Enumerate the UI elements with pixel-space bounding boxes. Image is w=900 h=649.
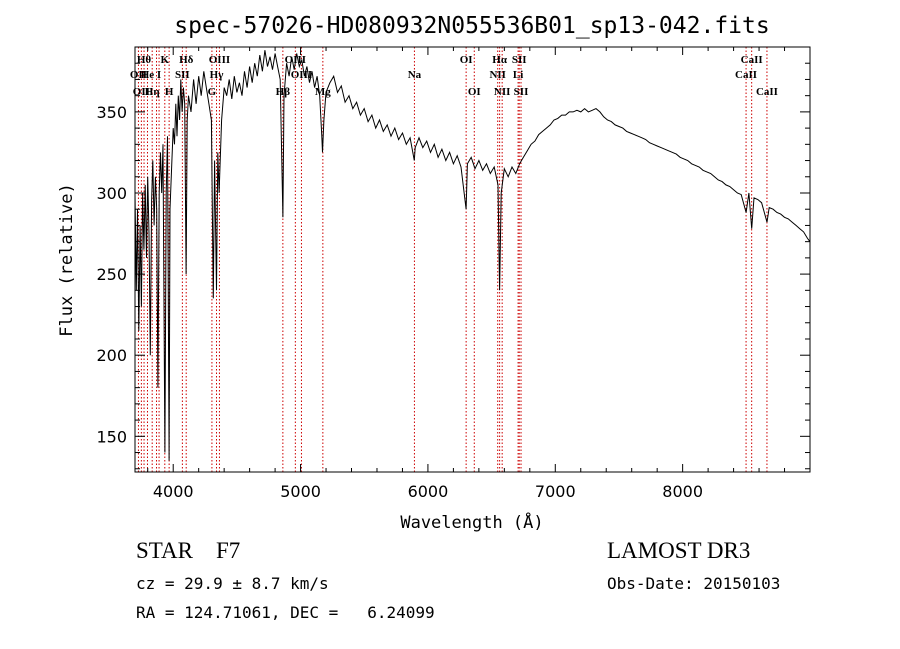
x-tick-label: 6000 — [408, 482, 449, 501]
line-label: OI — [468, 86, 481, 98]
line-label: H — [165, 86, 174, 98]
line-label: Na — [408, 69, 422, 81]
line-label: OIII — [291, 69, 312, 81]
x-tick-label: 8000 — [662, 482, 703, 501]
x-axis-label: Wavelength (Å) — [400, 511, 543, 533]
line-label: Hη — [145, 86, 160, 98]
x-tick-label: 7000 — [535, 482, 576, 501]
flux-series-line — [134, 50, 811, 461]
line-label: SII — [512, 54, 527, 66]
line-label: CaII — [741, 54, 763, 66]
line-label: SII — [514, 86, 529, 98]
line-label: NII — [489, 69, 506, 81]
redshift-cz: cz = 29.9 ± 8.7 km/s — [136, 574, 329, 593]
line-label: He — [141, 69, 155, 81]
line-label: OII — [130, 69, 147, 81]
chart-title: spec-57026-HD080932N055536B01_sp13-042.f… — [174, 13, 769, 39]
line-label: Li — [513, 69, 523, 81]
line-label: Mg — [315, 86, 331, 98]
y-axis: 150 200 250 300 350 — [96, 46, 810, 470]
x-tick-label: 5000 — [280, 482, 321, 501]
object-class: STAR F7 — [136, 538, 241, 563]
line-label: OIII — [209, 54, 230, 66]
line-label: K — [161, 54, 170, 66]
y-tick-label: 300 — [96, 184, 127, 203]
line-labels: OIIOIIHθHeHηIKHSIIHδGHγOIIIHβOIIIOIIIMgN… — [130, 54, 778, 98]
line-label: OIII — [285, 54, 306, 66]
y-tick-label: 200 — [96, 346, 127, 365]
line-label: I — [157, 69, 161, 81]
line-label: Hα — [492, 54, 508, 66]
y-tick-label: 150 — [96, 427, 127, 446]
y-axis-label: Flux (relative) — [57, 183, 77, 337]
line-label: NII — [494, 86, 511, 98]
line-markers — [137, 47, 768, 472]
obs-date: Obs-Date: 20150103 — [607, 574, 781, 593]
line-label: Hδ — [179, 54, 194, 66]
line-label: G — [208, 86, 217, 98]
line-label: OI — [460, 54, 473, 66]
x-tick-label: 4000 — [153, 482, 194, 501]
ra-dec: RA = 124.71061, DEC = 6.24099 — [136, 603, 435, 622]
y-tick-label: 350 — [96, 103, 127, 122]
line-label: Hβ — [276, 86, 291, 98]
line-label: OII — [133, 86, 150, 98]
line-label: Hγ — [210, 69, 224, 81]
line-label: SII — [175, 69, 190, 81]
survey-name: LAMOST DR3 — [607, 538, 751, 563]
line-label: CaII — [735, 69, 757, 81]
y-tick-label: 250 — [96, 265, 127, 284]
x-axis: 4000 5000 6000 7000 8000 — [147, 47, 811, 501]
line-label: Hθ — [137, 54, 152, 66]
line-label: CaII — [756, 86, 778, 98]
plot-frame — [134, 46, 811, 473]
